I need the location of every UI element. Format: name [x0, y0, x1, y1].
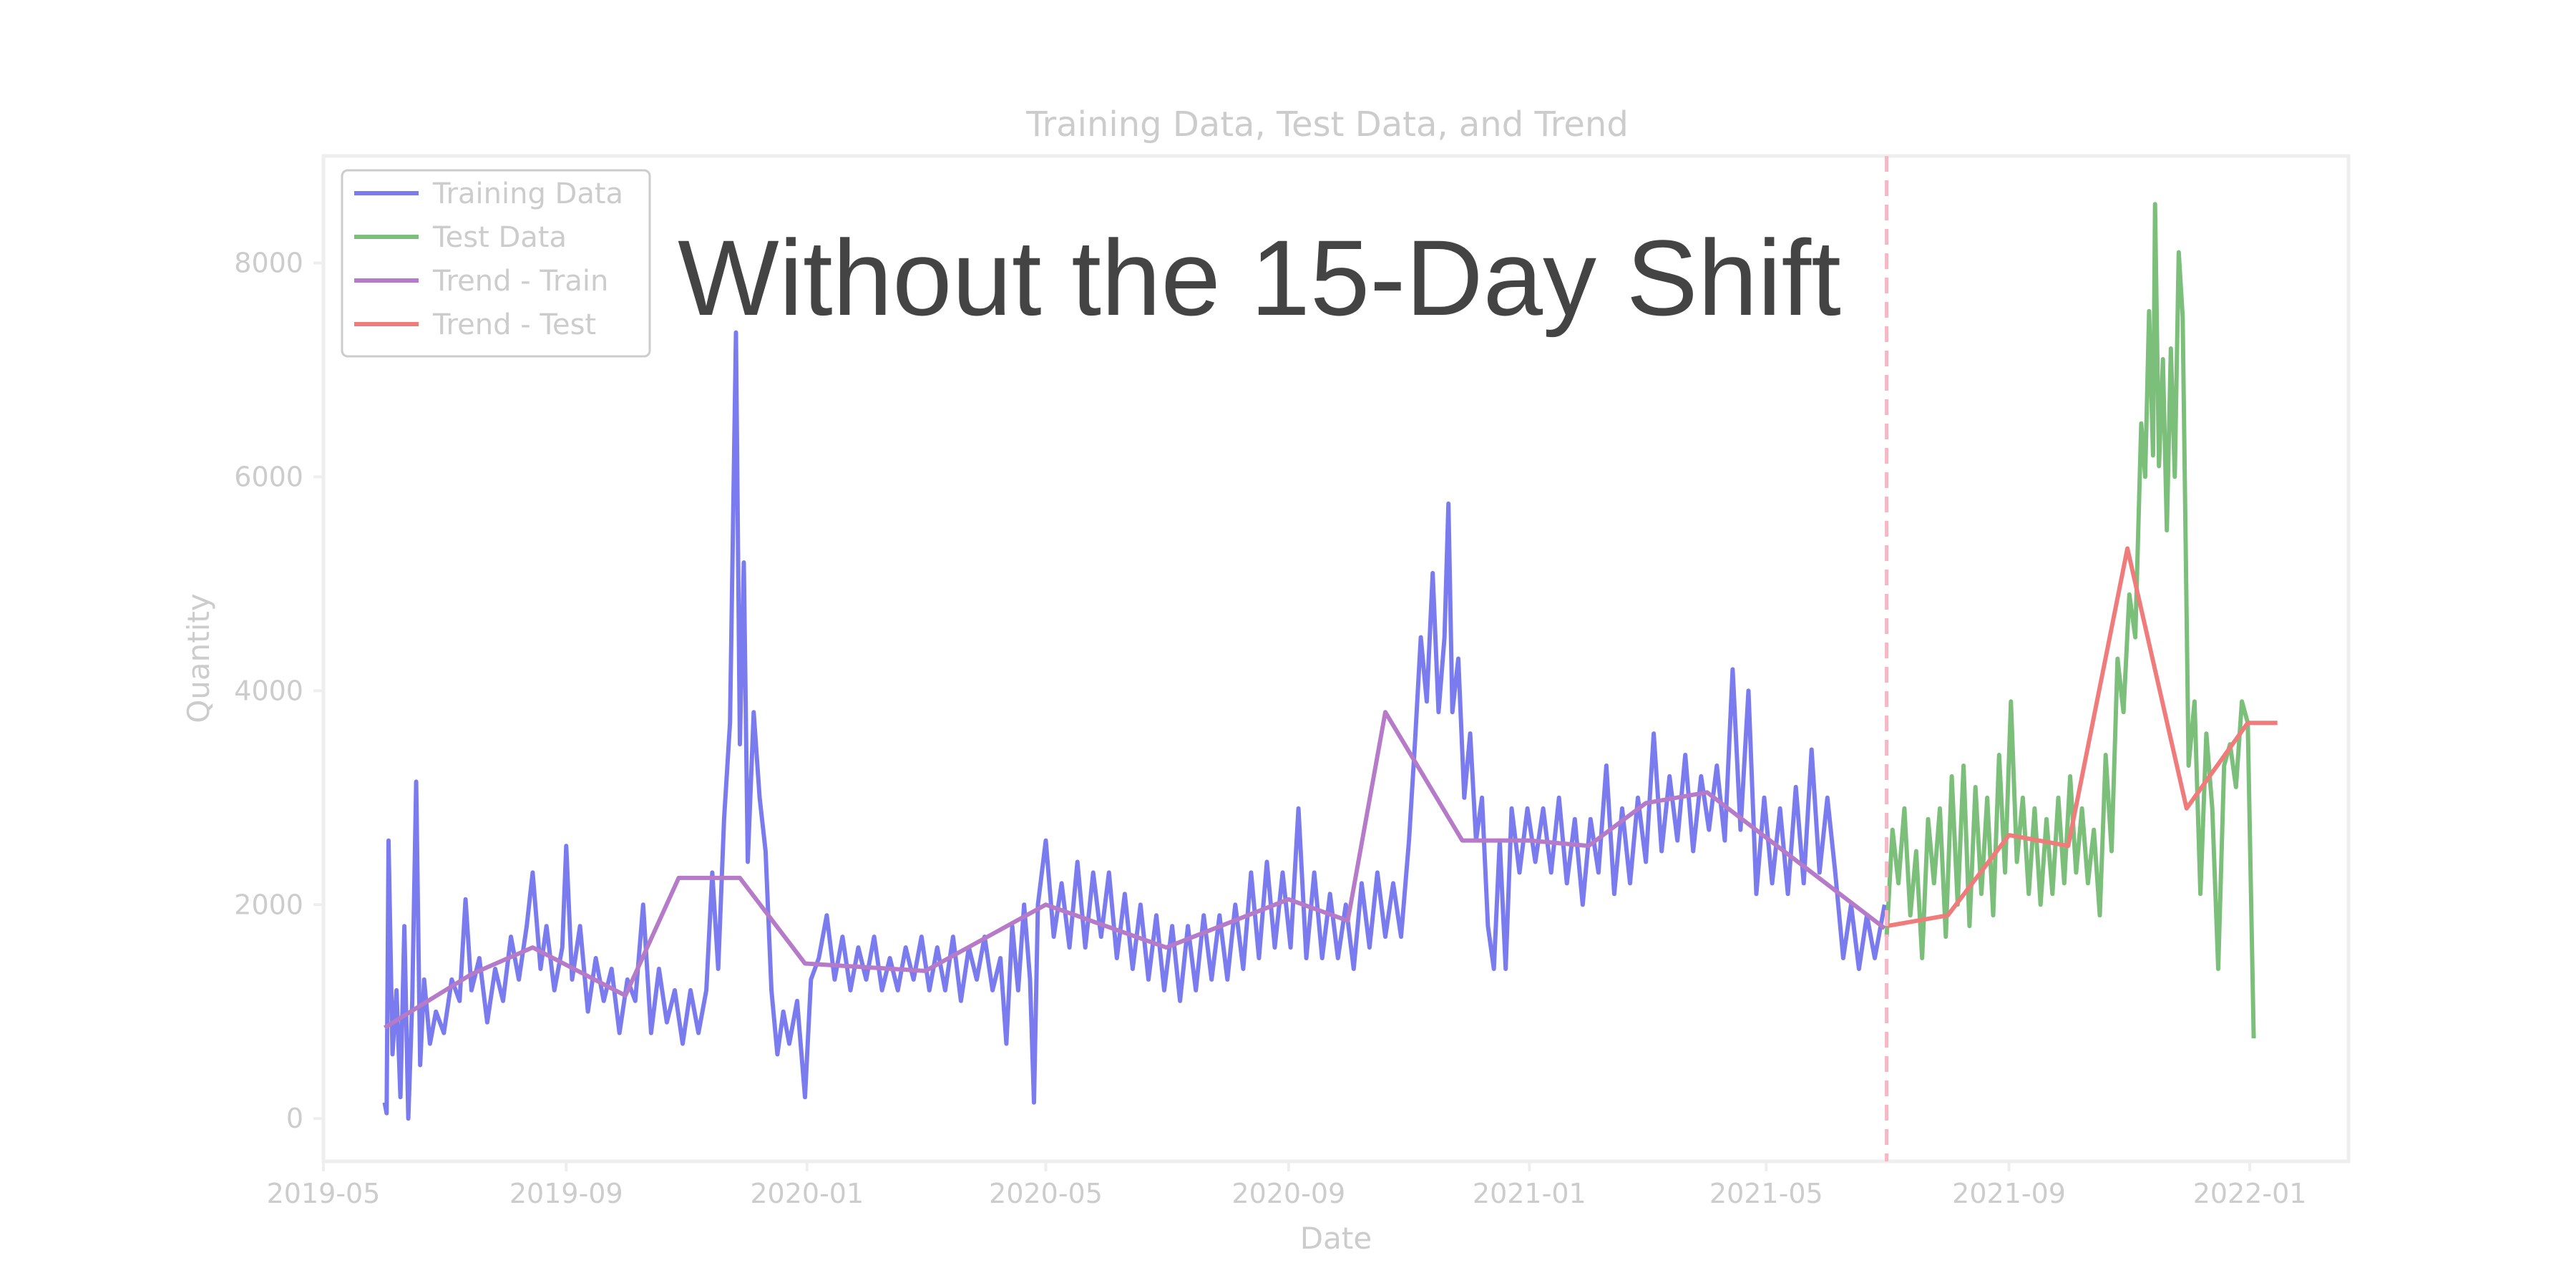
- series-layer: [382, 202, 2278, 1121]
- series-line-trend-test: [1886, 546, 2278, 929]
- overlay-caption: Without the 15-Day Shift: [678, 218, 1841, 338]
- x-tick-label: 2021-01: [1473, 1178, 1586, 1209]
- chart-title: Training Data, Test Data, and Trend: [1025, 104, 1629, 145]
- x-tick-label: 2019-09: [509, 1178, 623, 1209]
- y-tick-label: 4000: [234, 675, 303, 706]
- y-axis-label: Quantity: [181, 593, 216, 723]
- y-tick-label: 0: [286, 1103, 303, 1134]
- legend-label-trend-train: Trend - Train: [432, 265, 608, 298]
- x-tick-label: 2020-05: [989, 1178, 1103, 1209]
- x-tick-label: 2022-01: [2193, 1178, 2307, 1209]
- y-axis-ticks: 0 2000 4000 6000 8000: [234, 247, 323, 1134]
- x-tick-label: 2019-05: [267, 1178, 381, 1209]
- x-tick-label: 2020-09: [1231, 1178, 1345, 1209]
- legend-label-trend-test: Trend - Test: [432, 308, 596, 341]
- x-tick-label: 2021-05: [1709, 1178, 1823, 1209]
- legend-label-training-data: Training Data: [432, 177, 623, 210]
- x-axis-ticks: 2019-05 2019-09 2020-01 2020-05 2020-09 2021-…: [267, 1161, 2307, 1209]
- series-line-test-data: [1884, 202, 2256, 1039]
- x-axis-label: Date: [1300, 1221, 1372, 1256]
- y-tick-label: 8000: [234, 247, 303, 278]
- x-tick-label: 2020-01: [750, 1178, 864, 1209]
- legend-box: [341, 169, 651, 358]
- series-line-trend-train: [383, 710, 1886, 1030]
- x-tick-label: 2021-09: [1952, 1178, 2066, 1209]
- y-tick-label: 6000: [234, 461, 303, 492]
- y-tick-label: 2000: [234, 889, 303, 920]
- legend-label-test-data: Test Data: [432, 221, 567, 254]
- legend: Training Data Test Data Trend - Train Trend…: [341, 169, 651, 358]
- series-line-training-data: [382, 330, 1887, 1121]
